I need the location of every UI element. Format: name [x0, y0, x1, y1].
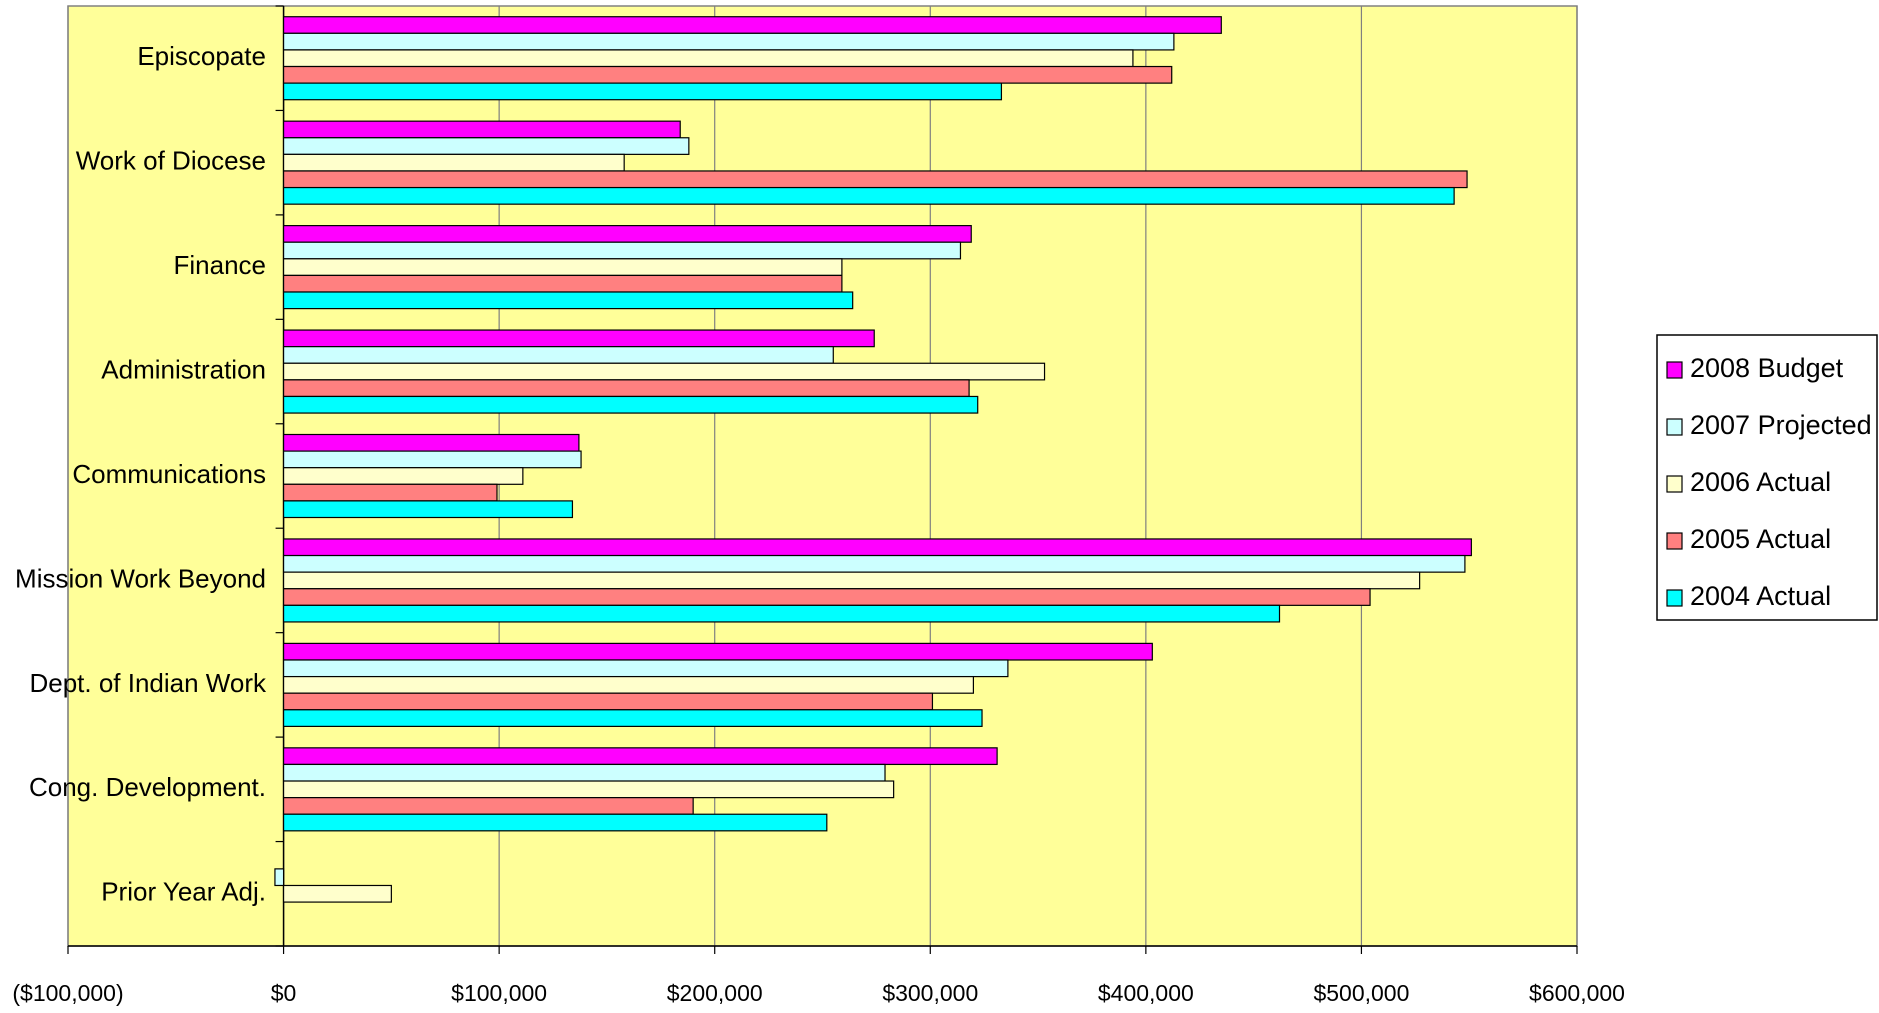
bar	[282, 120, 681, 139]
bar	[282, 692, 934, 711]
bar	[282, 65, 1173, 84]
bar	[282, 588, 1371, 606]
bar	[282, 137, 690, 155]
bar	[282, 659, 1009, 678]
legend-label: 2008 Budget	[1690, 353, 1844, 383]
bar	[282, 379, 970, 398]
y-tick-label: Work of Diocese	[76, 146, 266, 176]
legend-swatch	[1666, 361, 1683, 379]
legend-label: 2006 Actual	[1690, 467, 1831, 497]
bar	[282, 500, 574, 519]
bar	[282, 274, 843, 293]
bar	[282, 884, 392, 903]
bar	[282, 186, 1455, 205]
bar	[282, 604, 1281, 623]
y-tick-label: Prior Year Adj.	[101, 877, 266, 907]
x-tick-label: $600,000	[1529, 980, 1625, 1006]
legend-label: 2005 Actual	[1690, 524, 1831, 554]
legend-label: 2007 Projected	[1690, 410, 1872, 440]
bar	[282, 813, 828, 832]
y-tick-label: Mission Work Beyond	[15, 563, 266, 593]
bar	[282, 258, 843, 277]
x-tick-label: $200,000	[667, 980, 763, 1006]
y-tick-label: Administration	[101, 354, 266, 384]
legend-swatch	[1666, 418, 1683, 436]
bar	[282, 433, 580, 452]
legend-swatch	[1666, 475, 1683, 493]
bar	[282, 483, 498, 502]
x-tick-label: $100,000	[451, 980, 547, 1006]
bar	[282, 675, 974, 694]
bar	[282, 16, 1222, 34]
bar	[282, 642, 1153, 661]
x-tick-label: $400,000	[1098, 980, 1194, 1006]
y-tick-label: Episcopate	[137, 41, 266, 71]
legend-label: 2004 Actual	[1690, 581, 1831, 611]
legend: 2008 Budget 2007 Projected 2006 Actual 2005…	[1656, 334, 1878, 621]
bar	[282, 538, 1472, 557]
y-tick-label: Communications	[72, 459, 266, 489]
bar	[282, 32, 1175, 51]
bar	[282, 780, 895, 799]
bar	[282, 395, 979, 414]
bar	[282, 153, 625, 172]
bar	[282, 467, 524, 485]
bar	[282, 554, 1466, 573]
bar	[282, 329, 875, 348]
x-tick-label: $300,000	[882, 980, 978, 1006]
bar	[282, 241, 962, 260]
bar	[274, 868, 285, 887]
bar	[282, 797, 694, 815]
bar	[282, 362, 1046, 381]
x-tick-label: $500,000	[1313, 980, 1409, 1006]
y-tick-label: Dept. of Indian Work	[29, 668, 267, 698]
legend-swatch	[1666, 589, 1683, 607]
bar	[282, 346, 834, 364]
legend-box	[1656, 334, 1878, 621]
bar	[282, 291, 854, 310]
bar	[282, 747, 998, 766]
x-tick-label: ($100,000)	[12, 980, 123, 1006]
bar	[282, 170, 1468, 189]
bar	[282, 571, 1421, 590]
legend-swatch	[1666, 532, 1683, 550]
bar	[282, 450, 582, 469]
bar	[282, 225, 972, 243]
bar	[282, 82, 1003, 101]
y-tick-label: Finance	[174, 250, 267, 280]
x-tick-label: $0	[271, 980, 297, 1006]
y-tick-label: Cong. Development.	[29, 772, 266, 802]
bar	[282, 49, 1134, 68]
bar	[282, 763, 886, 782]
bar	[282, 709, 983, 727]
